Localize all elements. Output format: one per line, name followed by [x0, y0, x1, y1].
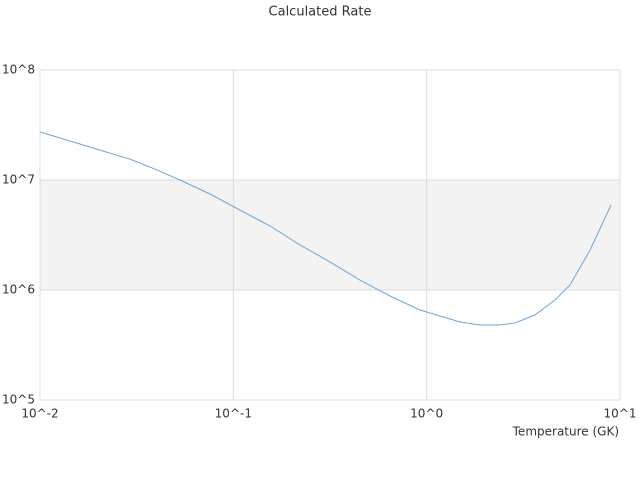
x-tick-label: 10^-1 [215, 407, 252, 421]
x-tick-label: 10^0 [410, 407, 443, 421]
grid-band [40, 180, 620, 290]
x-axis-title: Temperature (GK) [512, 425, 619, 439]
chart-title: Calculated Rate [269, 5, 372, 20]
y-tick-label: 10^6 [2, 283, 35, 297]
y-tick-label: 10^8 [2, 63, 35, 77]
x-tick-label: 10^-2 [21, 407, 58, 421]
data-line [39, 131, 612, 326]
y-tick-label: 10^5 [2, 393, 35, 407]
y-tick-label: 10^7 [2, 173, 35, 187]
x-tick-label: 10^1 [604, 407, 637, 421]
